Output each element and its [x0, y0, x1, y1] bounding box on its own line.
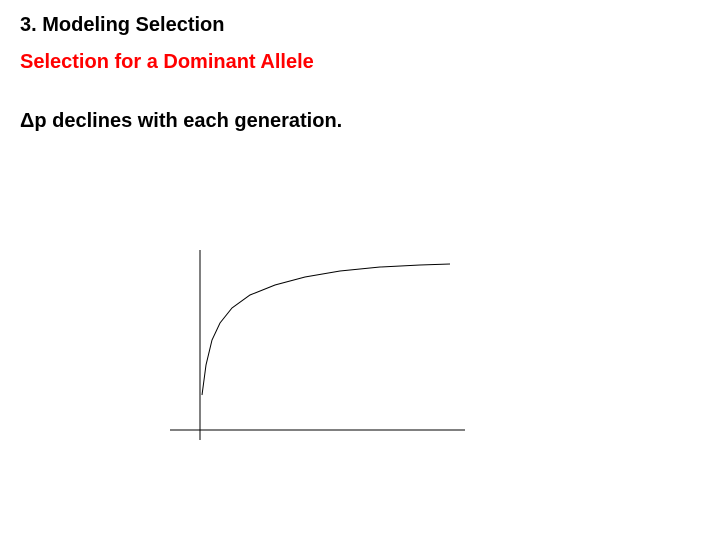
- allele-frequency-chart: [160, 245, 480, 455]
- section-subheading: Selection for a Dominant Allele: [20, 51, 700, 74]
- slide: 3. Modeling Selection Selection for a Do…: [0, 0, 720, 540]
- chart-svg: [160, 245, 480, 455]
- section-heading: 3. Modeling Selection: [20, 14, 700, 37]
- body-text: Δp declines with each generation.: [20, 110, 700, 133]
